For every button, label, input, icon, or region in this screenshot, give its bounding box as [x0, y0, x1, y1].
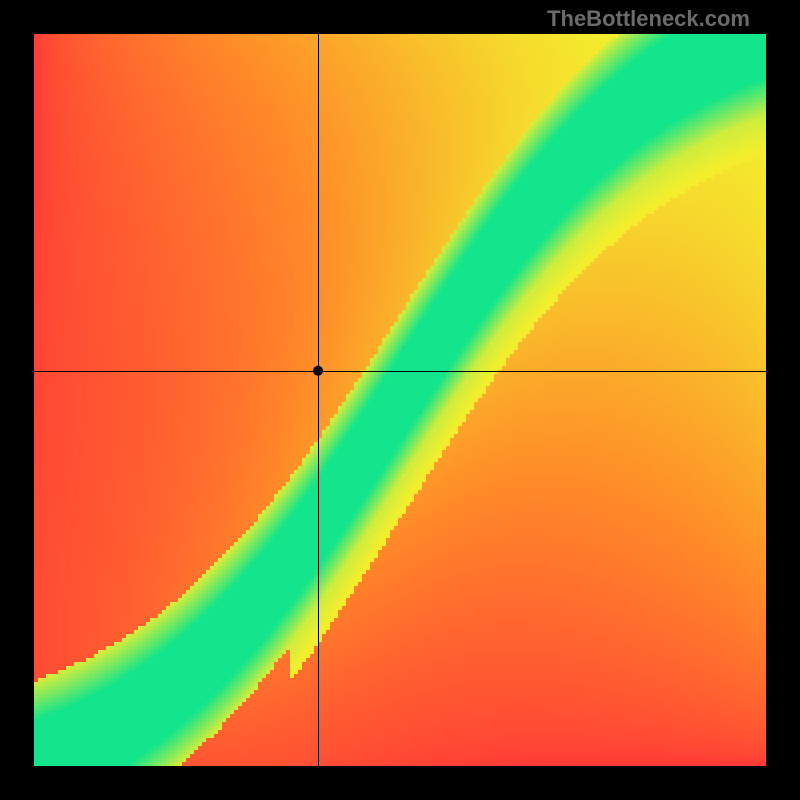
- chart-container: TheBottleneck.com: [0, 0, 800, 800]
- bottleneck-heatmap: [0, 0, 800, 800]
- watermark-text: TheBottleneck.com: [547, 6, 750, 32]
